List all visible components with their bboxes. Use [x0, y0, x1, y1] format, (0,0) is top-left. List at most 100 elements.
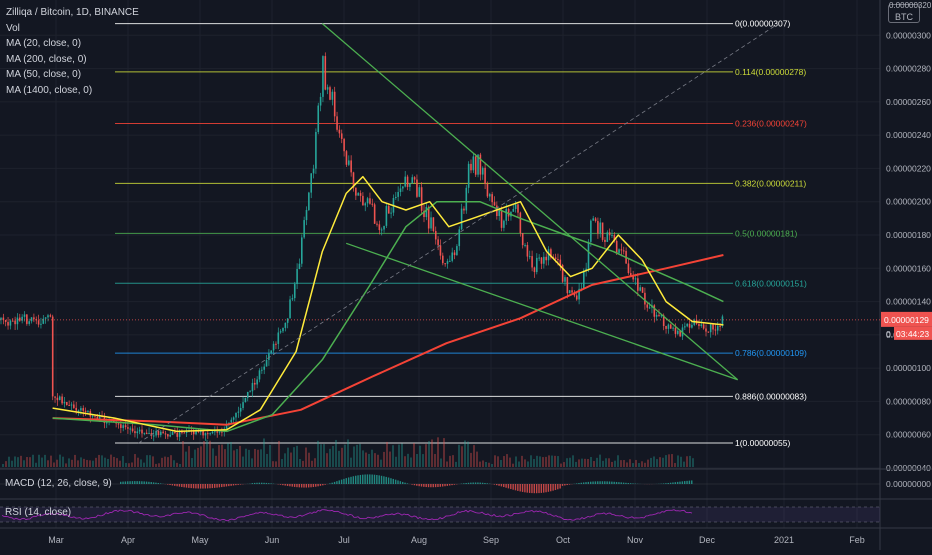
volume-bar — [614, 461, 616, 467]
candle-body — [214, 431, 216, 432]
volume-bar — [29, 457, 31, 467]
macd-histogram-bar — [238, 484, 239, 485]
macd-histogram-bar — [393, 479, 394, 484]
volume-bar — [389, 452, 391, 467]
candle-body — [125, 425, 127, 427]
macd-histogram-bar — [129, 481, 130, 484]
candle-body — [47, 315, 49, 317]
candle-body — [61, 396, 63, 403]
volume-bar — [545, 457, 547, 467]
volume-bar — [308, 453, 310, 467]
y-axis-tick-label: 0.00000200 — [886, 197, 931, 207]
macd-histogram-bar — [141, 481, 142, 484]
candle-body — [379, 224, 381, 230]
macd-histogram-bar — [428, 484, 429, 487]
volume-bar — [98, 455, 100, 467]
macd-histogram-bar — [616, 482, 617, 484]
y-axis-tick-label: 0.00000240 — [886, 130, 931, 140]
volume-bar — [473, 445, 475, 467]
ma50-indicator-label[interactable]: MA (50, close, 0) — [6, 67, 139, 83]
volume-bar — [89, 460, 91, 467]
candle-body — [374, 204, 376, 223]
candle-body — [285, 323, 287, 328]
candle-body — [609, 232, 611, 235]
candle-body — [240, 408, 242, 412]
macd-histogram-bar — [677, 482, 678, 484]
candle-body — [332, 92, 334, 100]
volume-bar — [551, 456, 553, 467]
volume-bar — [434, 454, 436, 467]
x-axis-tick-label: Feb — [849, 535, 865, 545]
candle-body — [487, 184, 489, 196]
volume-indicator-label[interactable]: Vol — [6, 21, 139, 37]
y-axis-tick-label: 0.00000180 — [886, 230, 931, 240]
macd-histogram-bar — [592, 482, 593, 484]
candle-body — [397, 192, 399, 197]
macd-histogram-bar — [322, 484, 323, 485]
macd-histogram-bar — [430, 484, 431, 487]
macd-histogram-bar — [320, 484, 321, 486]
candle-body — [341, 133, 343, 139]
candle-body — [313, 169, 315, 174]
candle-body — [670, 325, 672, 329]
volume-bar — [413, 443, 415, 467]
macd-histogram-bar — [536, 484, 537, 493]
volume-bar — [212, 448, 214, 467]
macd-histogram-bar — [512, 484, 513, 490]
volume-bar — [191, 458, 193, 467]
volume-bar — [656, 459, 658, 467]
macd-histogram-bar — [212, 484, 213, 488]
x-axis-tick-label: Sep — [483, 535, 499, 545]
candle-body — [336, 116, 338, 129]
candle-body — [57, 398, 59, 400]
currency-badge[interactable]: 0.00000320 BTC — [888, 4, 920, 23]
volume-bar — [248, 450, 250, 467]
candle-body — [94, 416, 96, 417]
candle-body — [623, 250, 625, 251]
macd-histogram-bar — [195, 484, 196, 488]
macd-histogram-bar — [376, 475, 377, 484]
candle-body — [597, 221, 599, 234]
volume-bar — [653, 456, 655, 467]
candle-body — [705, 329, 707, 332]
macd-histogram-bar — [515, 484, 516, 490]
fib-level-label: 0.786(0.00000109) — [735, 348, 807, 358]
candle-body — [569, 290, 571, 293]
volume-bar — [185, 452, 187, 467]
macd-histogram-bar — [383, 476, 384, 484]
candle-body — [343, 139, 345, 151]
macd-histogram-bar — [155, 483, 156, 484]
macd-histogram-bar — [614, 482, 615, 484]
macd-histogram-bar — [146, 482, 147, 484]
macd-histogram-bar — [169, 484, 170, 485]
symbol-title[interactable]: Zilliqa / Bitcoin, 1D, BINANCE — [6, 5, 139, 21]
candle-body — [85, 411, 87, 412]
candle-body — [64, 402, 66, 403]
volume-bar — [398, 445, 400, 467]
volume-bar — [269, 445, 271, 467]
candle-body — [278, 332, 280, 343]
indicator-legend: Zilliqa / Bitcoin, 1D, BINANCE Vol MA (2… — [6, 5, 139, 98]
volume-bar — [128, 463, 130, 467]
candle-body — [468, 164, 470, 188]
volume-bar — [347, 439, 349, 467]
candle-body — [541, 258, 543, 264]
ma200-indicator-label[interactable]: MA (200, close, 0) — [6, 52, 139, 68]
macd-histogram-bar — [198, 484, 199, 488]
ma20-indicator-label[interactable]: MA (20, close, 0) — [6, 36, 139, 52]
candle-body — [148, 433, 150, 434]
ma1400-indicator-label[interactable]: MA (1400, close, 0) — [6, 83, 139, 99]
y-axis-tick-label: 0.00000080 — [886, 396, 931, 406]
volume-bar — [215, 456, 217, 467]
macd-indicator-label[interactable]: MACD (12, 26, close, 9) — [5, 478, 112, 489]
macd-histogram-bar — [381, 476, 382, 484]
volume-bar — [503, 456, 505, 467]
macd-histogram-bar — [205, 484, 206, 488]
candle-body — [590, 221, 592, 242]
macd-histogram-bar — [597, 481, 598, 484]
volume-bar — [275, 461, 277, 467]
y-axis-tick-label: 0.00000100 — [886, 363, 931, 373]
rsi-indicator-label[interactable]: RSI (14, close) — [5, 507, 71, 518]
candle-body — [369, 198, 371, 203]
